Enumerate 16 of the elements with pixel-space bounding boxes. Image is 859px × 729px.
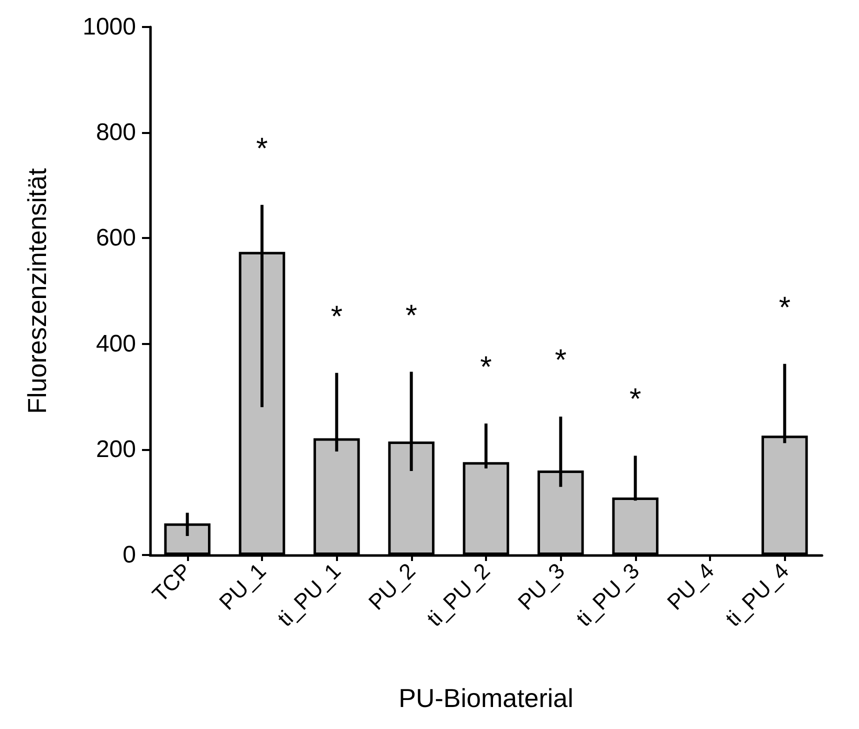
x-axis-title: PU-Biomaterial — [398, 683, 574, 713]
annotation: * — [256, 132, 268, 166]
y-tick-label: 600 — [96, 224, 136, 252]
annotation: * — [778, 291, 791, 324]
y-tick-label: 400 — [96, 330, 136, 358]
annotation: * — [330, 300, 343, 334]
annotation: * — [554, 344, 567, 378]
y-tick-label: 0 — [122, 542, 136, 568]
y-axis-title: Fluoreszenzintensität — [22, 167, 52, 414]
annotation: * — [405, 299, 418, 332]
annotation: * — [629, 383, 642, 416]
y-tick-label: 800 — [96, 119, 136, 146]
y-tick-label: 200 — [96, 436, 136, 463]
x-tick-label: TCP — [147, 558, 196, 607]
annotation: * — [480, 351, 492, 384]
y-tick-label: 1000 — [82, 14, 136, 40]
